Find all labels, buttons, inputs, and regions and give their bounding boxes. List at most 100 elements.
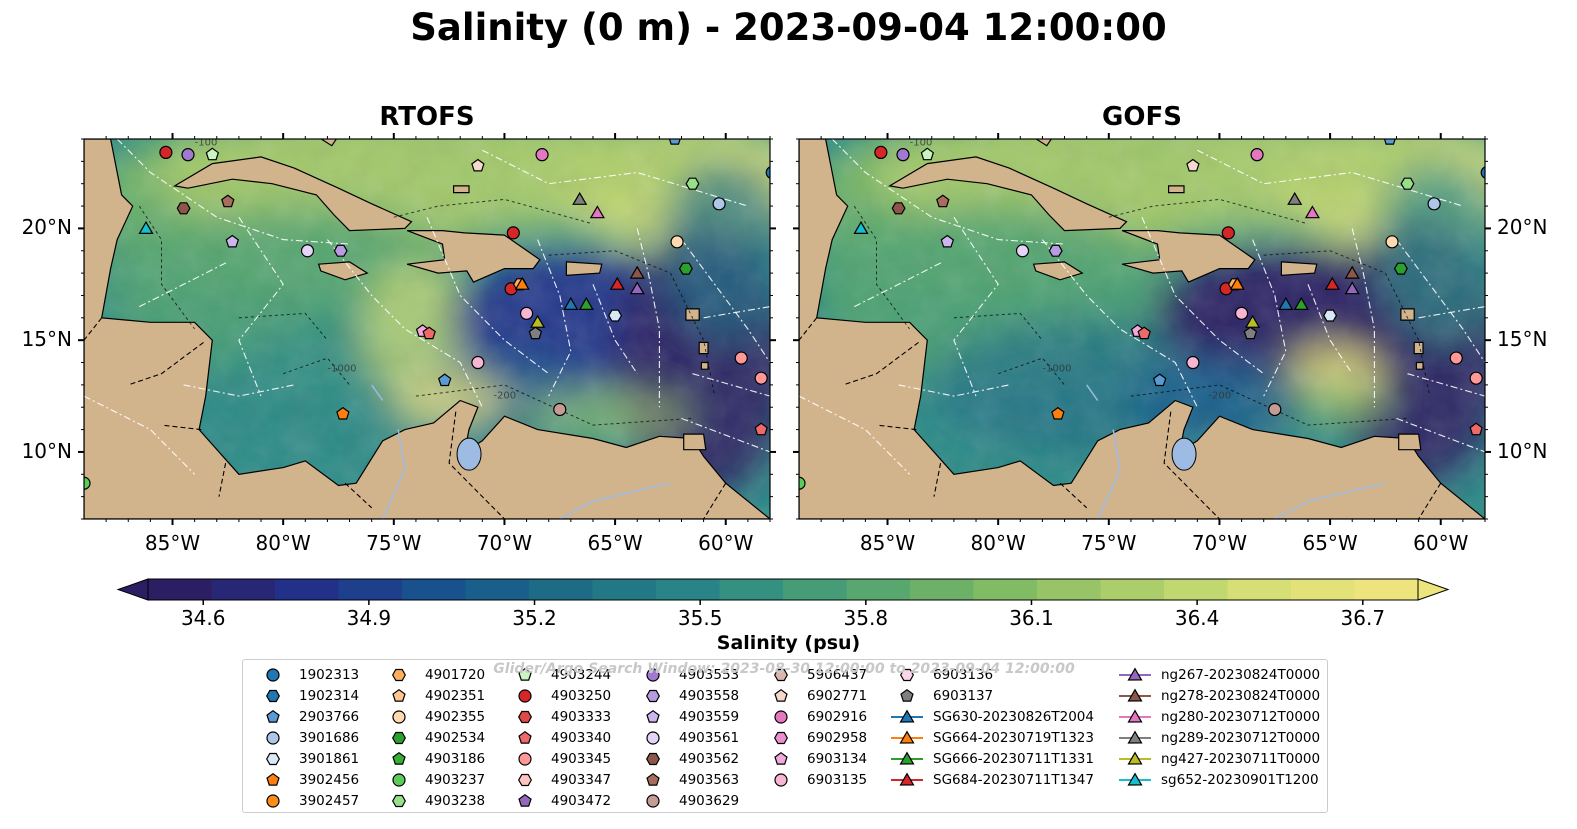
- eez-boundary: [681, 239, 770, 363]
- country-border: [843, 341, 919, 386]
- legend-symbol: [774, 668, 788, 682]
- legend-label: 6903135: [807, 772, 868, 788]
- observation-marker: [629, 281, 645, 295]
- observation-marker: [553, 402, 567, 417]
- observation-marker: [920, 147, 935, 161]
- colorbar-extend-max: [1417, 578, 1450, 601]
- eez-boundary: [1396, 239, 1485, 363]
- y-tick-label-right: 10°N: [1497, 438, 1548, 463]
- colorbar-segment: [1354, 579, 1419, 600]
- land: [1413, 341, 1424, 355]
- legend-marker: [774, 773, 788, 787]
- legend-label: 4902351: [425, 688, 486, 704]
- contour-label: -1000: [1042, 363, 1071, 374]
- map-frame: [798, 138, 1486, 520]
- land: [1121, 230, 1256, 283]
- observation-marker: [678, 262, 693, 275]
- legend-marker: [266, 794, 280, 808]
- legend-symbol: [266, 794, 280, 808]
- legend-marker: [518, 689, 532, 703]
- eez-boundary: [326, 239, 483, 408]
- legend-symbol: [266, 689, 280, 703]
- bathymetry-contour: [548, 250, 716, 397]
- observation-marker: [300, 244, 315, 258]
- legend-label: SG684-20230711T1347: [933, 772, 1094, 788]
- legend-label: SG630-20230826T2004: [933, 709, 1094, 725]
- legend-symbol: [266, 772, 280, 786]
- eez-boundary: [854, 261, 944, 308]
- legend-symbol: [774, 731, 788, 745]
- bathymetry-contour: [393, 198, 594, 225]
- observation-marker: [891, 202, 906, 215]
- contour-label: -200: [493, 390, 516, 401]
- legend-marker: [774, 688, 788, 702]
- legend-label: ng427-20230711T0000: [1161, 751, 1321, 767]
- legend-marker: [1119, 667, 1151, 681]
- eez-boundary: [953, 216, 999, 397]
- eez-boundary: [1418, 306, 1485, 319]
- lake-maracaibo: [456, 437, 482, 471]
- legend-label: 1902314: [299, 688, 360, 704]
- land: [1035, 139, 1053, 147]
- legend-label: 3901861: [299, 751, 360, 767]
- legend-label: 4903553: [679, 667, 740, 683]
- legend-symbol: [518, 752, 532, 766]
- legend-marker: [646, 731, 660, 745]
- legend-symbol: [518, 773, 532, 787]
- observation-marker: [589, 205, 605, 219]
- legend-marker: [1119, 688, 1151, 702]
- contour-label: -100: [195, 138, 218, 149]
- country-border: [448, 411, 505, 519]
- legend-label: 6903134: [807, 751, 868, 767]
- eez-boundary: [1141, 216, 1265, 375]
- legend-symbol: [518, 710, 532, 724]
- observation-marker: [1243, 326, 1258, 340]
- country-border: [1418, 482, 1442, 519]
- observation-marker: [670, 235, 684, 249]
- legend-symbol: [899, 772, 915, 786]
- observation-marker: [609, 276, 625, 290]
- eez-boundary: [1307, 284, 1353, 375]
- observation-marker: [181, 148, 195, 162]
- legend-marker: [392, 751, 406, 765]
- colorbar-tick-label: 36.4: [1174, 606, 1220, 630]
- observation-marker: [535, 148, 549, 162]
- legend-marker: [518, 730, 532, 744]
- land: [1415, 361, 1424, 370]
- legend-symbol: [646, 752, 660, 766]
- observation-marker: [734, 351, 748, 365]
- observation-marker: [1186, 355, 1200, 370]
- rtofs-map: -1000 -200 -100: [78, 133, 776, 525]
- observation-marker: [563, 296, 579, 310]
- land: [683, 433, 707, 451]
- colorbar-segment: [529, 579, 593, 600]
- contour-label: -100: [910, 138, 933, 149]
- observation-marker: [1278, 296, 1294, 310]
- legend-marker: [900, 688, 914, 702]
- legend-symbol: [518, 667, 532, 681]
- legend-label: 4903558: [679, 688, 740, 704]
- legend-symbol: [266, 709, 280, 723]
- legend-marker: [646, 689, 660, 703]
- observation-marker: [1344, 281, 1360, 295]
- legend-label: SG664-20230719T1323: [933, 730, 1094, 746]
- observation-marker: [1393, 262, 1408, 275]
- legend-symbol: [899, 751, 915, 765]
- legend-marker: [266, 709, 280, 723]
- observation-marker: [608, 309, 623, 322]
- colorbar-segment: [910, 579, 974, 600]
- observation-marker: [1427, 197, 1441, 211]
- panel-title-rtofs: RTOFS: [379, 102, 475, 132]
- legend-symbol: [392, 668, 406, 682]
- observation-marker: [1234, 306, 1249, 320]
- observation-marker: [333, 244, 348, 257]
- eez-boundary: [537, 239, 572, 397]
- legend-marker: [392, 668, 406, 682]
- observation-marker: [1137, 326, 1151, 340]
- legend-marker: [392, 731, 406, 745]
- legend-symbol: [646, 709, 660, 723]
- legend-marker: [891, 730, 923, 744]
- gofs-map: -1000 -200 -100: [793, 133, 1491, 525]
- legend-label: 2903766: [299, 709, 360, 725]
- observation-marker: [159, 145, 173, 160]
